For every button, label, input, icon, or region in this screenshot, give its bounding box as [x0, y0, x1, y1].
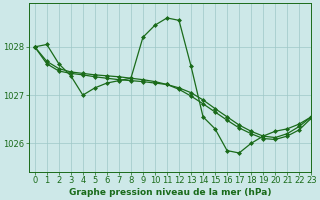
X-axis label: Graphe pression niveau de la mer (hPa): Graphe pression niveau de la mer (hPa)	[69, 188, 271, 197]
